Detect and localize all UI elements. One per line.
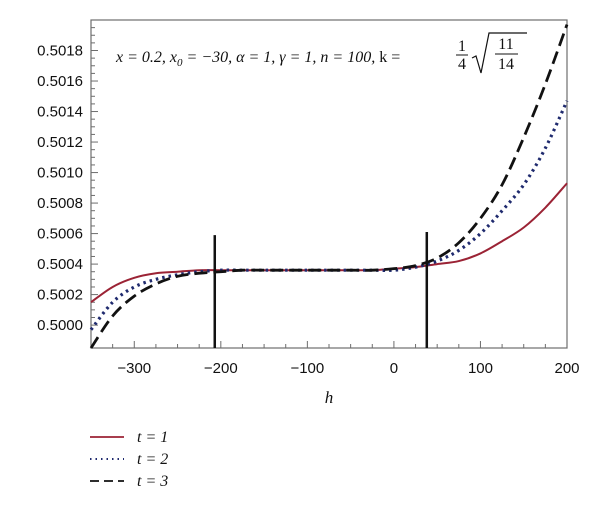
legend-label-t3: t = 3: [137, 473, 168, 490]
y-tick-label: 0.5012: [37, 134, 83, 151]
x-axis-label: h: [325, 388, 334, 407]
annotation-text: x = 0.2, x0 = −30, α = 1, γ = 1, n = 100…: [115, 49, 400, 69]
y-tick-label: 0.5008: [37, 195, 83, 212]
y-tick-label: 0.5004: [37, 256, 83, 273]
x-tick-label: −200: [204, 360, 238, 377]
x-tick-label: 100: [468, 360, 493, 377]
x-tick-label: −100: [290, 360, 324, 377]
y-axis-ticks: 0.5000 0.5002 0.5004 0.5006 0.5008 0.5010 0.50…: [37, 27, 98, 334]
legend-label-t1: t = 1: [137, 429, 168, 446]
y-tick-label: 0.5010: [37, 165, 83, 182]
series-line-t3: [89, 24, 569, 349]
series-line-t1: [90, 182, 568, 304]
x-tick-label: 0: [390, 360, 398, 377]
y-tick-label: 0.5002: [37, 287, 83, 304]
y-tick-label: 0.5006: [37, 226, 83, 243]
legend-label-t2: t = 2: [137, 451, 168, 468]
fraction-numerator: 1: [458, 38, 466, 55]
fraction-denominator: 4: [458, 56, 466, 73]
x-tick-label: −300: [117, 360, 151, 377]
x-axis-ticks: −300 −200 −100 0 100 200: [90, 341, 580, 377]
y-tick-label: 0.5000: [37, 317, 83, 334]
annotation-x0: x: [169, 49, 177, 66]
series-line-t2: [89, 100, 569, 331]
sqrt-numerator: 11: [498, 36, 513, 53]
annotation-x: x = 0.2,: [115, 49, 170, 66]
sqrt-denominator: 14: [498, 56, 514, 73]
plot-area: [89, 24, 569, 349]
annotation-x0-subscript: 0: [177, 57, 183, 69]
y-tick-label: 0.5016: [37, 73, 83, 90]
plot-frame: [90, 19, 568, 349]
y-tick-label: 0.5018: [37, 43, 83, 60]
sqrt-sign: [471, 32, 527, 74]
parameter-annotation: x = 0.2, x0 = −30, α = 1, γ = 1, n = 100…: [115, 32, 527, 74]
annotation-params: = −30, α = 1, γ = 1, n = 100,: [183, 49, 380, 66]
annotation-k: k =: [379, 49, 400, 66]
y-tick-label: 0.5014: [37, 104, 83, 121]
legend: t = 1 t = 2 t = 3: [90, 429, 168, 490]
x-tick-label: 200: [554, 360, 579, 377]
